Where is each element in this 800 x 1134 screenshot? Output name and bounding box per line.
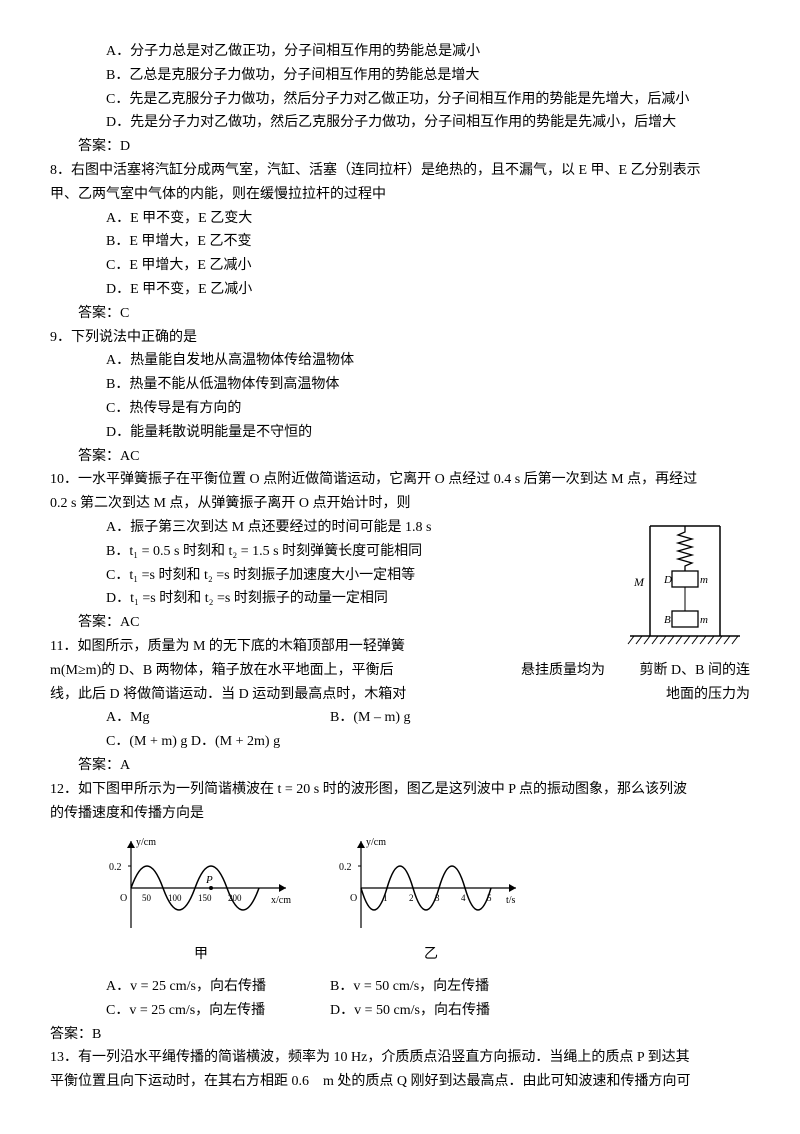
q11-option-a: A．Mg (106, 706, 330, 730)
q11-option-c: C．(M + m) g (106, 734, 187, 749)
q8-answer: 答案：C (50, 302, 750, 326)
q11-stem-2l: m(M≥m)的 D、B 两物体，箱子放在水平地面上，平衡后 (50, 663, 394, 678)
q9-stem: 9．下列说法中正确的是 (50, 326, 750, 350)
svg-text:50: 50 (142, 893, 152, 903)
q11-option-d: D．(M + 2m) g (191, 734, 280, 749)
q12-option-d: D．v = 50 cm/s，向右传播 (330, 999, 490, 1023)
q8-option-c: C．E 甲增大，E 乙减小 (50, 254, 750, 278)
q12-option-b: B．v = 50 cm/s，向左传播 (330, 975, 489, 999)
q12-graph-jia-caption: 甲 (106, 943, 296, 967)
q7-answer: 答案：D (50, 135, 750, 159)
svg-text:4: 4 (461, 893, 466, 903)
q11-stem-3r: 地面的压力为 (666, 683, 750, 707)
q9-option-b: B．热量不能从低温物体传到高温物体 (50, 373, 750, 397)
q7-option-a: A．分子力总是对乙做正功，分子间相互作用的势能总是减小 (50, 40, 750, 64)
svg-text:t/s: t/s (506, 895, 516, 906)
svg-text:100: 100 (168, 893, 182, 903)
q13-stem-line2: 平衡位置且向下运动时，在其右方相距 0.6 m 处的质点 Q 刚好到达最高点．由… (50, 1070, 750, 1094)
svg-text:M: M (633, 575, 645, 589)
q11-stem-3l: 线，此后 D 将做简谐运动．当 D 运动到最高点时，木箱对 (50, 687, 406, 702)
q9-option-d: D．能量耗散说明能量是不守恒的 (50, 421, 750, 445)
q12-options-row2: C．v = 25 cm/s，向左传播 D．v = 50 cm/s，向右传播 (50, 999, 750, 1023)
q11-stem-2r: 剪断 D、B 间的连 (640, 659, 750, 683)
q12-stem-line2: 的传播速度和传播方向是 (50, 802, 750, 826)
svg-text:O: O (120, 893, 127, 904)
svg-text:B: B (664, 614, 671, 626)
q13-stem-line1: 13．有一列沿水平绳传播的简谐横波，频率为 10 Hz，介质质点沿竖直方向振动．… (50, 1046, 750, 1070)
q7-option-b: B．乙总是克服分子力做功，分子间相互作用的势能总是增大 (50, 64, 750, 88)
q11-options-row2: C．(M + m) g D．(M + 2m) g (50, 730, 750, 754)
svg-text:x/cm: x/cm (271, 895, 291, 906)
svg-text:m: m (700, 614, 708, 626)
q8-option-a: A．E 甲不变，E 乙变大 (50, 207, 750, 231)
q12-answer: 答案：B (50, 1023, 750, 1047)
q10-stem-line2: 0.2 s 第二次到达 M 点，从弹簧振子离开 O 点开始计时，则 (50, 492, 750, 516)
svg-text:O: O (350, 893, 357, 904)
svg-text:m: m (700, 574, 708, 586)
svg-text:0.2: 0.2 (339, 862, 352, 873)
q8-option-b: B．E 甲增大，E 乙不变 (50, 230, 750, 254)
q8-option-d: D．E 甲不变，E 乙减小 (50, 278, 750, 302)
svg-text:0.2: 0.2 (109, 862, 122, 873)
q12-option-a: A．v = 25 cm/s，向右传播 (106, 975, 330, 999)
q7-option-d: D．先是分子力对乙做功，然后乙克服分子力做功，分子间相互作用的势能是先减小，后增… (50, 111, 750, 135)
q12-options-row1: A．v = 25 cm/s，向右传播 B．v = 50 cm/s，向左传播 (50, 975, 750, 999)
q11-stem-1l: 11．如图所示，质量为 M 的无下底的木箱顶部用一轻弹簧 (50, 639, 405, 654)
svg-text:P: P (205, 874, 213, 886)
q11-option-b: B．(M – m) g (330, 706, 411, 730)
q12-stem-line1: 12．如下图甲所示为一列简谐横波在 t = 20 s 时的波形图，图乙是这列波中… (50, 778, 750, 802)
q9-option-c: C．热传导是有方向的 (50, 397, 750, 421)
q9-option-a: A．热量能自发地从高温物体传给温物体 (50, 349, 750, 373)
q12-graph-jia: y/cm x/cm O 0.2 50 100 150 200 P 甲 (106, 833, 296, 967)
q8-stem-line1: 8．右图中活塞将汽缸分成两气室，汽缸、活塞（连同拉杆）是绝热的，且不漏气，以 E… (50, 159, 750, 183)
q10-stem-line1: 10．一水平弹簧振子在平衡位置 O 点附近做简谐运动，它离开 O 点经过 0.4… (50, 468, 750, 492)
svg-text:y/cm: y/cm (366, 837, 386, 848)
q7-option-c: C．先是乙克服分子力做功，然后分子力对乙做正功，分子间相互作用的势能是先增大，后… (50, 88, 750, 112)
svg-text:150: 150 (198, 893, 212, 903)
q12-option-c: C．v = 25 cm/s，向左传播 (106, 999, 330, 1023)
q12-graph-yi: y/cm t/s O 0.2 1 2 3 4 5 乙 (336, 833, 526, 967)
q9-answer: 答案：AC (50, 445, 750, 469)
svg-text:D: D (663, 574, 672, 586)
q11-figure: D m B m M (620, 516, 750, 656)
q11-options-row1: A．Mg B．(M – m) g (50, 706, 750, 730)
svg-text:y/cm: y/cm (136, 837, 156, 848)
q12-graph-yi-caption: 乙 (336, 943, 526, 967)
q11-answer: 答案：A (50, 754, 750, 778)
svg-text:2: 2 (409, 893, 414, 903)
q8-stem-line2: 甲、乙两气室中气体的内能，则在缓慢拉拉杆的过程中 (50, 183, 750, 207)
